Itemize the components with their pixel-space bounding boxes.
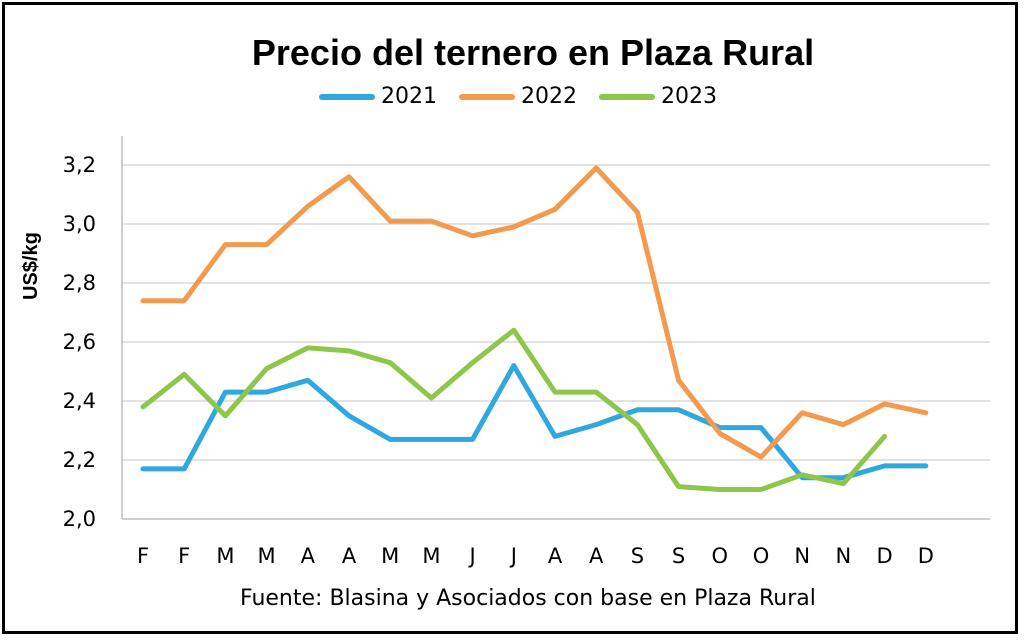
x-tick-label: A [548,544,563,568]
y-tick-label: 2,8 [63,271,96,295]
legend-swatch-2023 [599,93,655,100]
x-tick-label: O [753,544,770,568]
x-tick-label: N [836,544,852,568]
series-line-2023 [140,327,888,492]
x-tick-label: N [794,544,810,568]
x-tick-label: J [509,544,517,568]
x-tick-label: A [589,544,604,568]
x-tick-label: F [178,544,190,568]
series-line-2022 [140,165,929,460]
x-tick-label: A [301,544,316,568]
legend-item-2022: 2022 [459,84,577,109]
x-tick-label: A [342,544,357,568]
x-tick-label: O [712,544,729,568]
y-tick-label: 3,0 [63,212,96,236]
x-tick-label: M [422,544,440,568]
x-tick-label: M [381,544,399,568]
legend-label-2021: 2021 [381,84,437,109]
x-tick-label: S [672,544,685,568]
legend-swatch-2021 [319,93,375,100]
legend-label-2022: 2022 [521,84,577,109]
chart-frame [2,2,1018,634]
x-tick-label: D [918,544,934,568]
chart-title: Precio del ternero en Plaza Rural [251,32,815,73]
legend: 2021 2022 2023 [0,84,1024,109]
y-tick-label: 3,2 [63,153,96,177]
x-tick-label: J [467,544,475,568]
x-tick-label: F [137,544,149,568]
legend-swatch-2022 [459,93,515,100]
x-tick-label: D [877,544,893,568]
y-tick-label: 2,2 [63,448,96,472]
source-note: Fuente: Blasina y Asociados con base en … [240,586,816,611]
x-tick-label: S [631,544,644,568]
legend-item-2021: 2021 [319,84,437,109]
series-line-2021 [140,363,929,481]
legend-label-2023: 2023 [661,84,717,109]
y-tick-label: 2,6 [63,330,96,354]
x-tick-label: M [216,544,234,568]
legend-item-2023: 2023 [599,84,717,109]
y-tick-label: 2,0 [63,507,96,531]
y-tick-label: 2,4 [63,389,96,413]
x-tick-label: M [258,544,276,568]
